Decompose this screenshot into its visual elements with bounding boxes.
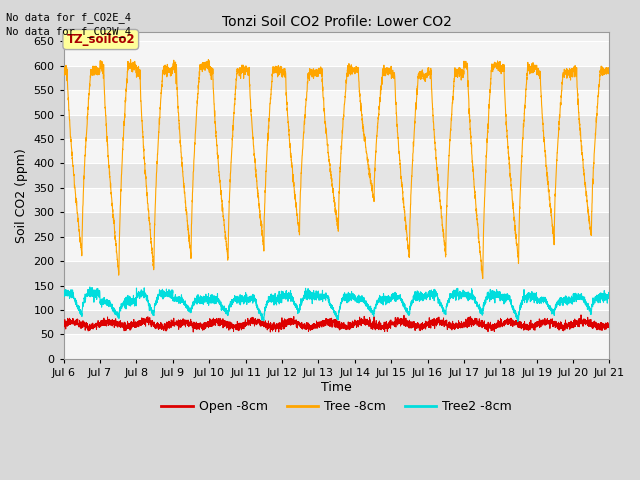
X-axis label: Time: Time [321,381,352,394]
Bar [64,164,609,188]
Title: Tonzi Soil CO2 Profile: Lower CO2: Tonzi Soil CO2 Profile: Lower CO2 [221,15,451,29]
Bar [64,261,609,286]
Bar [64,115,609,139]
Text: No data for f_CO2E_4: No data for f_CO2E_4 [6,12,131,23]
Bar [64,212,609,237]
Text: No data for f_CO2W_4: No data for f_CO2W_4 [6,26,131,37]
Text: TZ_soilco2: TZ_soilco2 [67,33,135,46]
Bar [64,286,609,310]
Bar [64,139,609,164]
Y-axis label: Soil CO2 (ppm): Soil CO2 (ppm) [15,148,28,242]
Bar [64,188,609,212]
Bar [64,335,609,359]
Bar [64,237,609,261]
Bar [64,90,609,115]
Bar [64,310,609,335]
Bar [64,66,609,90]
Legend: Open -8cm, Tree -8cm, Tree2 -8cm: Open -8cm, Tree -8cm, Tree2 -8cm [156,395,517,418]
Bar [64,41,609,66]
